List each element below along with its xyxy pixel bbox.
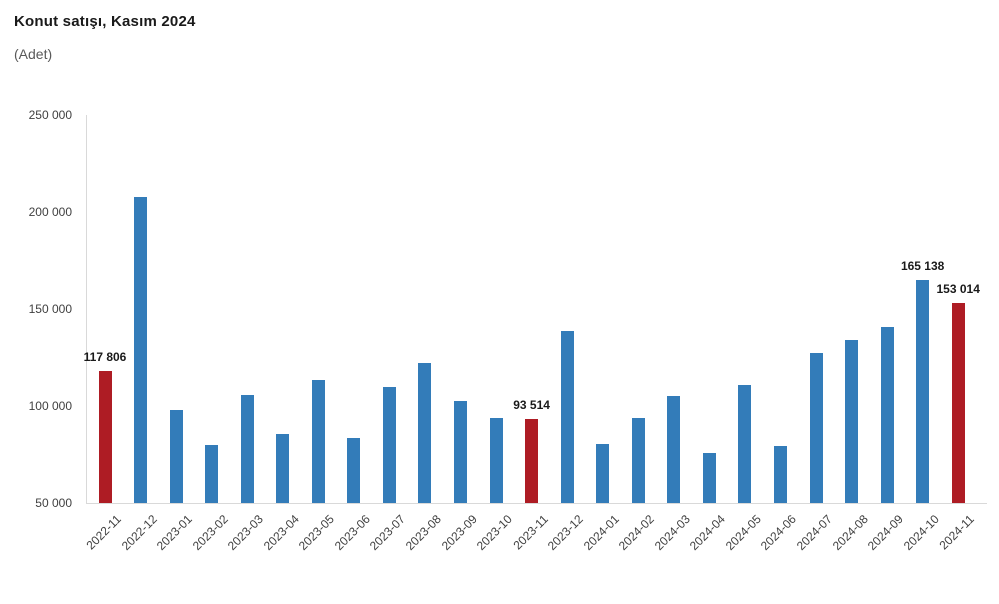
bar-value-label: 165 138 xyxy=(900,259,945,273)
bar-value-label: 153 014 xyxy=(936,282,980,296)
bar-2023-10 xyxy=(489,418,503,503)
bar-2024-04 xyxy=(702,453,716,503)
bar-2023-02 xyxy=(205,445,219,503)
bar-2024-05 xyxy=(738,385,752,503)
x-axis-tick-label: 2023-06 xyxy=(331,512,373,554)
x-axis-tick-label: 2023-08 xyxy=(402,512,444,554)
bar-value-label: 93 514 xyxy=(513,398,550,412)
plot-area: 117 806 2022-11 2022-12 2023-01 2023-02 2023-… xyxy=(83,115,987,553)
bar-2023-06 xyxy=(347,438,361,503)
bar-2023-11 xyxy=(525,419,539,503)
x-axis-tick-label: 2023-04 xyxy=(260,512,302,554)
x-axis-tick-label: 2024-11 xyxy=(936,512,978,553)
x-axis-tick-label: 2024-03 xyxy=(651,512,693,554)
bar-2024-08 xyxy=(845,340,859,503)
x-axis-tick-label: 2023-10 xyxy=(473,512,515,554)
bar-2023-08 xyxy=(418,363,432,503)
bar-2024-03 xyxy=(667,396,681,503)
bar-2023-03 xyxy=(240,395,254,503)
x-axis-tick-label: 2023-03 xyxy=(225,512,267,554)
bar-2024-02 xyxy=(631,418,645,503)
bar-2024-07 xyxy=(809,353,823,503)
x-axis-tick-label: 2024-07 xyxy=(793,512,835,554)
chart-subtitle: (Adet) xyxy=(14,46,53,62)
bar-2024-10 xyxy=(916,280,930,503)
bar-2024-01 xyxy=(596,444,610,503)
x-axis-tick-label: 2023-07 xyxy=(367,512,409,554)
bar-value-label: 117 806 xyxy=(83,350,127,364)
x-axis-tick-label: 2024-05 xyxy=(722,512,764,554)
bar-2022-12 xyxy=(134,197,148,503)
y-axis-tick-label: 150 000 xyxy=(28,302,72,316)
bar-2024-11 xyxy=(951,303,965,503)
x-axis-tick-label: 2024-10 xyxy=(900,512,942,554)
y-axis-tick-label: 200 000 xyxy=(28,205,72,219)
x-axis-tick-label: 2023-02 xyxy=(189,512,231,554)
x-axis-tick-label: 2024-04 xyxy=(687,512,729,554)
bar-2023-04 xyxy=(276,434,290,503)
chart-title: Konut satışı, Kasım 2024 xyxy=(14,13,196,30)
bar-2022-11 xyxy=(98,371,112,503)
x-axis-tick-label: 2024-06 xyxy=(758,512,800,554)
x-axis-tick-label: 2023-09 xyxy=(438,512,480,554)
x-axis-tick-label: 2023-05 xyxy=(296,512,338,554)
bar-2024-06 xyxy=(773,446,787,503)
x-axis-tick-label: 2024-08 xyxy=(829,512,871,554)
y-axis-tick-label: 50 000 xyxy=(35,496,72,510)
x-axis-tick-label: 2024-09 xyxy=(864,512,906,554)
x-axis-tick-label: 2023-01 xyxy=(153,512,195,554)
bar-2023-05 xyxy=(311,380,325,503)
y-axis-tick-label: 100 000 xyxy=(28,399,72,413)
x-axis-tick-label: 2023-11 xyxy=(510,512,551,553)
y-axis-tick-label: 250 000 xyxy=(28,108,72,122)
x-axis-tick-label: 2024-01 xyxy=(580,512,622,554)
bar-2023-07 xyxy=(382,387,396,503)
bar-2023-12 xyxy=(560,331,574,503)
x-axis-tick-label: 2022-11 xyxy=(83,512,124,553)
y-axis-labels: 50 000 100 000 150 000 200 000 250 000 xyxy=(0,0,72,604)
bar-2024-09 xyxy=(880,327,894,503)
x-axis-tick-label: 2023-12 xyxy=(544,512,587,554)
bar-2023-01 xyxy=(169,410,183,503)
x-axis-tick-label: 2022-12 xyxy=(118,512,160,554)
bar-2023-09 xyxy=(454,401,467,503)
x-axis-tick-label: 2024-02 xyxy=(616,512,658,554)
